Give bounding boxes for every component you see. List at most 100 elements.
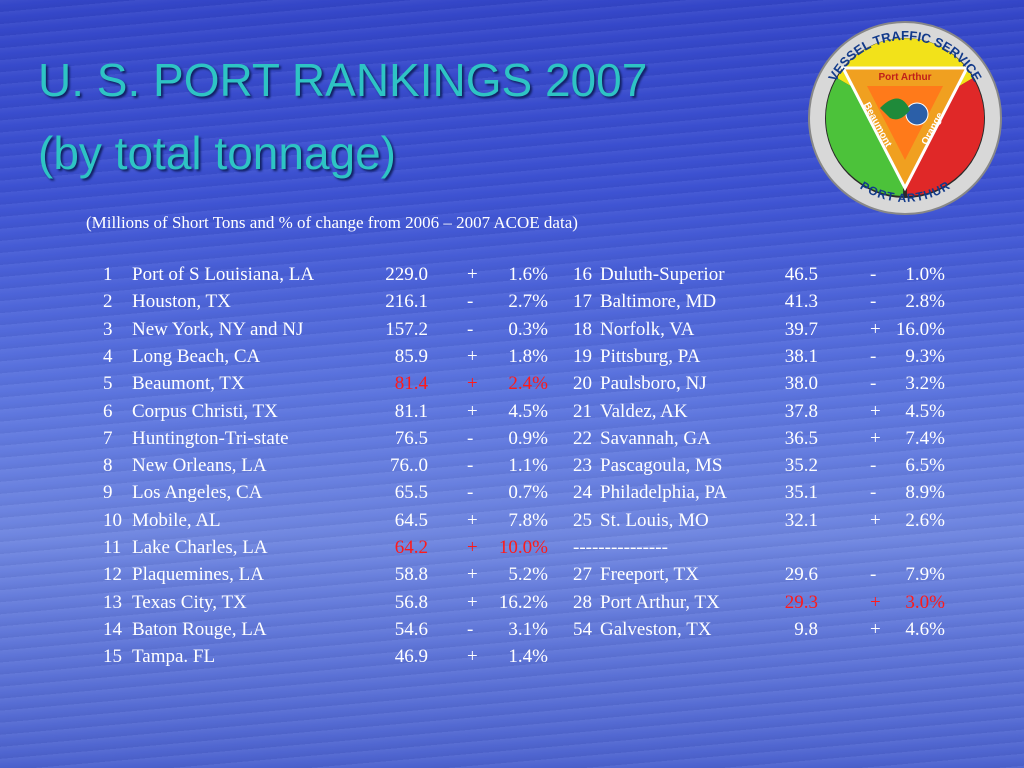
tonnage: 56.8 — [394, 591, 428, 613]
change-sign: + — [467, 373, 478, 395]
tonnage: 38.0 — [784, 373, 818, 395]
change-pct: 6.5% — [905, 455, 945, 477]
rank: 14 — [103, 618, 122, 640]
tonnage: 76..0 — [390, 455, 428, 477]
tonnage: 216.1 — [385, 291, 428, 313]
tonnage: 41.3 — [784, 291, 818, 313]
tonnage: 46.5 — [784, 264, 818, 285]
change-sign: + — [870, 591, 881, 613]
change-pct: 0.3% — [508, 318, 548, 340]
port-name: Freeport, TX — [600, 564, 699, 586]
rank: 9 — [103, 482, 113, 504]
change-sign: - — [870, 482, 877, 504]
change-pct: 3.2% — [905, 373, 945, 395]
port-name: Beaumont, TX — [132, 373, 245, 395]
logo-emblem — [905, 102, 929, 126]
change-sign: - — [870, 291, 877, 313]
change-pct: 1.0% — [905, 264, 945, 285]
rank: 10 — [103, 509, 122, 531]
change-sign: + — [870, 318, 881, 340]
port-name: St. Louis, MO — [600, 509, 709, 531]
change-pct: 3.0% — [905, 591, 945, 613]
rank: 5 — [103, 373, 113, 395]
rank: 2 — [103, 291, 113, 313]
rank: 11 — [103, 537, 122, 558]
change-sign: - — [870, 455, 877, 477]
change-pct: 16.0% — [895, 318, 945, 340]
change-sign: - — [870, 345, 877, 367]
title: U. S. PORT RANKINGS 2007 — [38, 54, 648, 106]
port-name: Savannah, GA — [600, 427, 711, 449]
change-sign: + — [467, 509, 478, 531]
rank: 7 — [103, 427, 113, 449]
rank: 19 — [573, 345, 592, 367]
change-pct: 1.6% — [508, 264, 548, 285]
port-name: Lake Charles, LA — [132, 537, 268, 558]
change-sign: + — [467, 400, 478, 422]
rank: 21 — [573, 400, 592, 422]
change-pct: 16.2% — [498, 591, 548, 613]
tonnage: 35.1 — [784, 482, 818, 504]
tonnage: 229.0 — [385, 264, 428, 285]
change-pct: 2.4% — [508, 373, 548, 395]
rank: 12 — [103, 564, 122, 586]
tonnage: 85.9 — [394, 345, 428, 367]
change-sign: + — [467, 264, 478, 285]
port-name: New Orleans, LA — [132, 455, 267, 477]
change-pct: 0.9% — [508, 427, 548, 449]
change-sign: - — [467, 318, 474, 340]
rank: 25 — [573, 509, 592, 531]
change-pct: 1.1% — [508, 455, 548, 477]
change-sign: + — [467, 537, 478, 558]
port-name: Paulsboro, NJ — [600, 373, 707, 395]
change-sign: - — [467, 482, 474, 504]
change-pct: 0.7% — [508, 482, 548, 504]
port-name: Valdez, AK — [600, 400, 688, 422]
change-sign: - — [467, 291, 474, 313]
change-sign: - — [870, 373, 877, 395]
rank: 17 — [573, 291, 592, 313]
tonnage: 9.8 — [794, 618, 818, 640]
change-sign: + — [870, 427, 881, 449]
logo: VESSEL TRAFFIC SERVICE PORT ARTHUR Port … — [808, 21, 1002, 215]
change-pct: 4.5% — [905, 400, 945, 422]
tonnage: 39.7 — [784, 318, 818, 340]
port-name: Galveston, TX — [600, 618, 712, 640]
change-pct: 7.8% — [508, 509, 548, 531]
title: (by total tonnage) — [38, 127, 397, 179]
tonnage: 65.5 — [394, 482, 428, 504]
tonnage: 29.6 — [784, 564, 818, 586]
port-name: Port Arthur, TX — [600, 591, 720, 613]
rank: 6 — [103, 400, 113, 422]
tonnage: 81.4 — [394, 373, 428, 395]
logo-top-label: Port Arthur — [879, 72, 932, 83]
rank: 20 — [573, 373, 592, 395]
port-name: Texas City, TX — [132, 591, 247, 613]
port-name: New York, NY and NJ — [132, 318, 304, 340]
port-name: Norfolk, VA — [600, 318, 695, 340]
rank: 23 — [573, 455, 592, 477]
rank: 4 — [103, 345, 113, 367]
change-pct: 8.9% — [905, 482, 945, 504]
port-name: Corpus Christi, TX — [132, 400, 278, 422]
tonnage: 32.1 — [784, 509, 818, 531]
tonnage: 46.9 — [394, 646, 428, 668]
change-pct: 2.6% — [905, 509, 945, 531]
port-name: Baton Rouge, LA — [132, 618, 267, 640]
tonnage: 37.8 — [784, 400, 818, 422]
change-pct: 2.7% — [508, 291, 548, 313]
logo-gator — [880, 98, 910, 120]
port-name: Pascagoula, MS — [600, 455, 723, 477]
subtitle: (Millions of Short Tons and % of change … — [86, 213, 578, 232]
port-name: Huntington-Tri-state — [132, 427, 289, 449]
rank: 3 — [103, 318, 113, 340]
change-sign: - — [467, 455, 474, 477]
change-sign: + — [467, 345, 478, 367]
rank: 22 — [573, 427, 592, 449]
port-name: Baltimore, MD — [600, 291, 717, 313]
change-sign: + — [467, 646, 478, 668]
tonnage: 38.1 — [784, 345, 818, 367]
change-pct: 7.9% — [905, 564, 945, 586]
rank: 8 — [103, 455, 113, 477]
